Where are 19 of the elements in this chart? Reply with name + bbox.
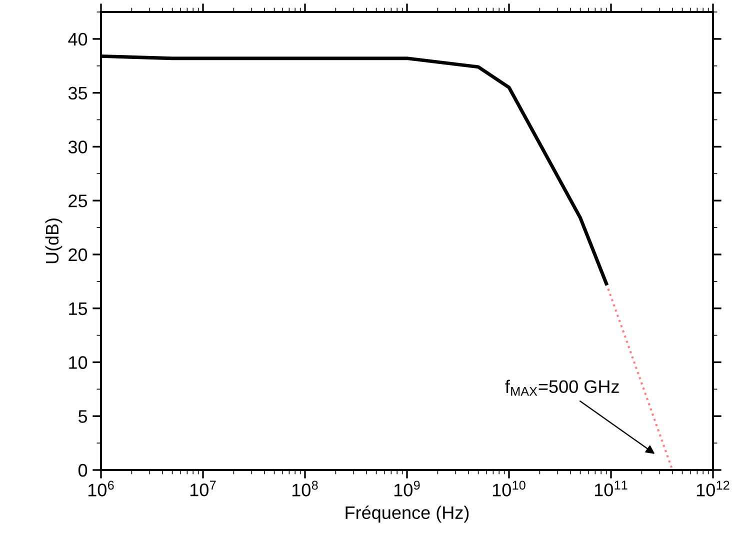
y-tick-label: 25 xyxy=(68,194,88,208)
y-tick-label: 5 xyxy=(78,410,88,423)
y-tick-label: 0 xyxy=(78,464,88,477)
y-tick-label: 30 xyxy=(68,140,88,154)
y-tick-label: 20 xyxy=(68,248,88,262)
annotation: f$_{MAX}$=500 GHz xyxy=(505,380,619,396)
y-tick-label: 10 xyxy=(69,356,88,369)
x-tick-label: 10$^{10}$ xyxy=(492,480,526,496)
y-axis-title: U(dB) xyxy=(45,218,62,264)
x-tick-label: 10$^{11}$ xyxy=(594,480,628,496)
y-tick-label: 15 xyxy=(69,302,88,316)
y-tick-label: 40 xyxy=(68,32,88,46)
y-tick-label: 35 xyxy=(68,86,88,100)
x-tick-label: 10$^{8}$ xyxy=(292,480,318,496)
x-tick-label: 10$^{12}$ xyxy=(696,480,730,496)
x-tick-label: 10$^{7}$ xyxy=(190,480,216,496)
x-tick-label: 10$^{6}$ xyxy=(88,480,114,496)
x-tick-label: 10$^{9}$ xyxy=(394,480,420,496)
x-axis-title: Fréquence (Hz) xyxy=(346,506,469,523)
